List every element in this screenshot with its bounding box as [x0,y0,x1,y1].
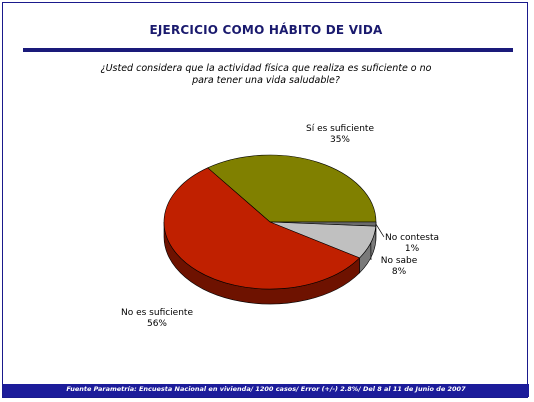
source-footer: Fuente Parametría: Encuesta Nacional en … [3,384,529,397]
survey-question: ¿Usted considera que la actividad física… [63,63,469,87]
slice-value-no-es-suficiente: 56% [147,319,167,329]
survey-question-line-1: ¿Usted considera que la actividad física… [100,63,432,74]
survey-question-line-2: para tener una vida saludable? [192,75,340,86]
slice-label-no-sabe: No sabe [381,256,418,266]
pie-leaders [370,223,385,261]
leader-line-no-contesta [375,223,385,238]
slice-label-si-es-suficiente: Sí es suficiente [306,124,374,134]
pie-slice-si-es-suficiente [207,154,377,223]
slice-label-no-contesta: No contesta [385,233,439,243]
slice-value-si-es-suficiente: 35% [330,135,350,145]
title-divider [23,48,513,52]
source-note: Fuente Parametría: Encuesta Nacional en … [66,385,466,393]
pie-top [163,154,377,290]
slice-value-no-sabe: 8% [392,267,407,277]
page-title: EJERCICIO COMO HÁBITO DE VIDA [149,23,383,37]
slice-value-no-contesta: 1% [405,244,420,254]
pie-slice-no-es-suficiente [163,167,361,290]
slice-label-no-es-suficiente: No es suficiente [121,308,193,318]
